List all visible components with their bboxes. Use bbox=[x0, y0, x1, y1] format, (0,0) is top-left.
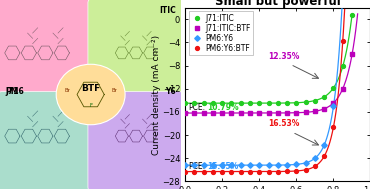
PM6:Y6:BTF bbox=[192, 170, 196, 173]
Line: PM6:Y6: PM6:Y6 bbox=[183, 104, 336, 167]
Text: Br: Br bbox=[64, 88, 70, 93]
PM6:Y6:BTF bbox=[229, 170, 233, 173]
PM6:Y6 bbox=[257, 164, 262, 166]
PM6:Y6:BTF bbox=[331, 126, 336, 128]
PM6:Y6 bbox=[229, 164, 233, 166]
PM6:Y6 bbox=[239, 164, 243, 166]
Title: Small but powerful: Small but powerful bbox=[215, 0, 340, 8]
J71:ITIC:BTF bbox=[294, 112, 299, 114]
J71:ITIC bbox=[303, 101, 308, 103]
FancyBboxPatch shape bbox=[88, 0, 183, 98]
Legend: J71:ITIC, J71:ITIC:BTF, PM6:Y6, PM6:Y6:BTF: J71:ITIC, J71:ITIC:BTF, PM6:Y6, PM6:Y6:B… bbox=[189, 11, 253, 55]
PM6:Y6:BTF bbox=[294, 170, 299, 172]
PM6:Y6 bbox=[211, 164, 215, 166]
Text: PM6: PM6 bbox=[6, 87, 24, 96]
PM6:Y6 bbox=[220, 164, 224, 166]
Text: F: F bbox=[89, 103, 92, 108]
J71:ITIC bbox=[350, 13, 354, 16]
Text: 15.65%: 15.65% bbox=[207, 163, 238, 171]
PM6:Y6 bbox=[313, 157, 317, 159]
Text: 10.79%: 10.79% bbox=[207, 103, 239, 112]
PM6:Y6:BTF bbox=[248, 170, 252, 173]
J71:ITIC bbox=[211, 102, 215, 104]
PM6:Y6 bbox=[285, 164, 289, 166]
J71:ITIC bbox=[183, 102, 187, 104]
J71:ITIC:BTF bbox=[229, 112, 233, 114]
PM6:Y6:BTF bbox=[220, 170, 224, 173]
J71:ITIC:BTF bbox=[322, 108, 326, 110]
PM6:Y6 bbox=[331, 105, 336, 107]
J71:ITIC bbox=[229, 102, 233, 104]
PM6:Y6:BTF bbox=[313, 165, 317, 167]
PM6:Y6:BTF bbox=[340, 40, 345, 42]
PM6:Y6:BTF bbox=[211, 170, 215, 173]
Text: BTF: BTF bbox=[81, 84, 100, 93]
PM6:Y6 bbox=[276, 164, 280, 166]
PM6:Y6:BTF bbox=[201, 170, 206, 173]
Text: J71: J71 bbox=[6, 87, 19, 96]
J71:ITIC:BTF bbox=[211, 112, 215, 114]
Text: 16.53%: 16.53% bbox=[268, 119, 300, 128]
Line: J71:ITIC: J71:ITIC bbox=[183, 13, 354, 105]
J71:ITIC bbox=[239, 102, 243, 104]
J71:ITIC:BTF bbox=[331, 102, 336, 104]
J71:ITIC:BTF bbox=[257, 112, 262, 114]
J71:ITIC bbox=[248, 102, 252, 104]
PM6:Y6 bbox=[322, 144, 326, 146]
J71:ITIC:BTF bbox=[350, 53, 354, 56]
J71:ITIC bbox=[257, 102, 262, 104]
PM6:Y6:BTF bbox=[266, 170, 271, 173]
J71:ITIC:BTF bbox=[266, 112, 271, 114]
J71:ITIC bbox=[285, 102, 289, 104]
Text: PCE:: PCE: bbox=[189, 103, 206, 112]
PM6:Y6:BTF bbox=[285, 170, 289, 173]
J71:ITIC bbox=[266, 102, 271, 104]
J71:ITIC bbox=[294, 102, 299, 104]
J71:ITIC:BTF bbox=[285, 112, 289, 114]
J71:ITIC:BTF bbox=[303, 111, 308, 113]
PM6:Y6:BTF bbox=[322, 155, 326, 157]
PM6:Y6 bbox=[183, 164, 187, 166]
J71:ITIC bbox=[313, 99, 317, 102]
J71:ITIC:BTF bbox=[313, 110, 317, 112]
PM6:Y6:BTF bbox=[257, 170, 262, 173]
J71:ITIC:BTF bbox=[192, 112, 196, 114]
J71:ITIC:BTF bbox=[183, 112, 187, 114]
Ellipse shape bbox=[56, 64, 125, 125]
Line: PM6:Y6:BTF: PM6:Y6:BTF bbox=[183, 39, 345, 174]
PM6:Y6:BTF bbox=[239, 170, 243, 173]
PM6:Y6 bbox=[294, 163, 299, 166]
J71:ITIC:BTF bbox=[276, 112, 280, 114]
Line: J71:ITIC:BTF: J71:ITIC:BTF bbox=[183, 53, 354, 115]
PM6:Y6 bbox=[266, 164, 271, 166]
FancyBboxPatch shape bbox=[88, 92, 183, 189]
PM6:Y6 bbox=[201, 164, 206, 166]
J71:ITIC:BTF bbox=[239, 112, 243, 114]
FancyBboxPatch shape bbox=[0, 0, 93, 98]
J71:ITIC bbox=[276, 102, 280, 104]
J71:ITIC bbox=[201, 102, 206, 104]
J71:ITIC:BTF bbox=[340, 88, 345, 90]
J71:ITIC bbox=[322, 96, 326, 98]
Text: ITIC: ITIC bbox=[159, 6, 176, 15]
Text: PCE:: PCE: bbox=[189, 163, 206, 171]
PM6:Y6 bbox=[192, 164, 196, 166]
Text: 12.35%: 12.35% bbox=[268, 52, 300, 61]
PM6:Y6:BTF bbox=[276, 170, 280, 173]
J71:ITIC bbox=[192, 102, 196, 104]
PM6:Y6 bbox=[303, 162, 308, 164]
J71:ITIC bbox=[340, 65, 345, 67]
J71:ITIC bbox=[331, 87, 336, 89]
Y-axis label: Current density (mA cm⁻²): Current density (mA cm⁻²) bbox=[152, 34, 161, 155]
PM6:Y6:BTF bbox=[183, 170, 187, 173]
FancyBboxPatch shape bbox=[0, 92, 93, 189]
Text: Y6: Y6 bbox=[165, 87, 176, 96]
Text: Br: Br bbox=[111, 88, 117, 93]
J71:ITIC:BTF bbox=[201, 112, 206, 114]
J71:ITIC:BTF bbox=[220, 112, 224, 114]
PM6:Y6 bbox=[248, 164, 252, 166]
J71:ITIC:BTF bbox=[248, 112, 252, 114]
PM6:Y6:BTF bbox=[303, 169, 308, 171]
J71:ITIC bbox=[220, 102, 224, 104]
